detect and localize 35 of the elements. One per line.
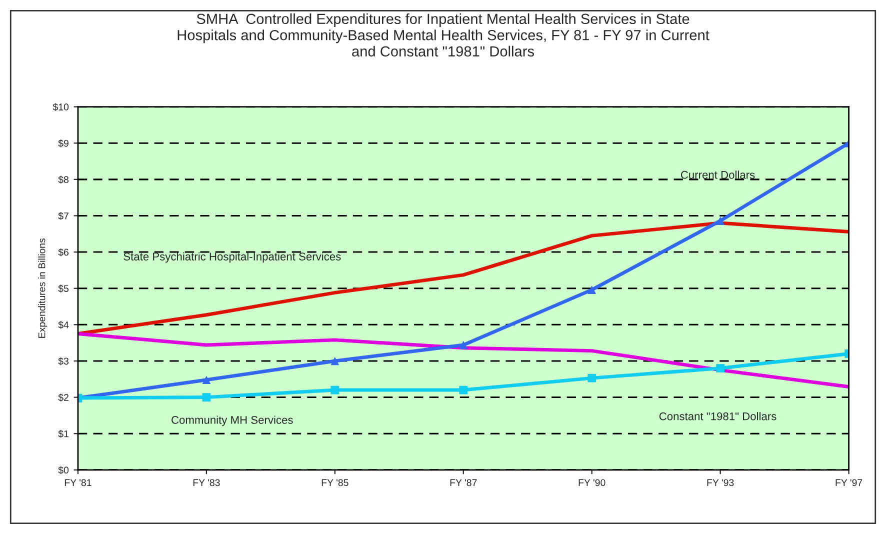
y-tick-label: $3 [58,357,69,366]
x-tick-label: FY '97 [836,479,862,486]
chart-title: SMHA Controlled Expenditures for Inpatient Mental Health Services in State Hospitals and Community-Based Mental Health Services, FY 81 - FY 97 in Current and Constant "1981" Dollars [178,13,710,57]
point [716,364,724,372]
x-tick-label: FY '90 [578,479,606,486]
point [330,386,340,394]
annotation: Community MH Services [172,416,293,426]
y-tick-label: $8 [58,176,69,184]
point [716,216,724,225]
point [459,386,468,394]
y-tick-label: $4 [58,320,69,329]
x-tick-label: FY '83 [193,479,220,486]
y-tick-label: $0 [58,466,69,474]
annotation: State Psychiatric Hospital-Inpatient Services [124,252,341,263]
x-tick-label: FY '85 [322,479,348,486]
x-tick-label: FY '87 [450,479,477,486]
y-tick-label: $9 [58,139,68,148]
y-tick-label: $10 [52,103,69,111]
point [330,356,340,366]
point [202,376,211,384]
y-tick-label: $7 [58,212,68,220]
point [588,286,596,294]
y-tick-label: $1 [58,430,68,438]
x-tick-label: FY '93 [707,479,734,486]
x-tick-label: FY '81 [64,479,92,486]
y-tick-label: $5 [58,284,69,293]
y-tick-label: $2 [58,394,68,402]
point [588,374,596,382]
annotation: Current Dollars [680,170,755,179]
point [202,393,211,402]
y-tick-label: $6 [58,248,69,256]
line-series [78,332,849,388]
annotation: Constant "1981" Dollars [659,412,776,420]
y-axis-title: Expenditures in Billions [38,238,48,338]
point [459,340,468,350]
